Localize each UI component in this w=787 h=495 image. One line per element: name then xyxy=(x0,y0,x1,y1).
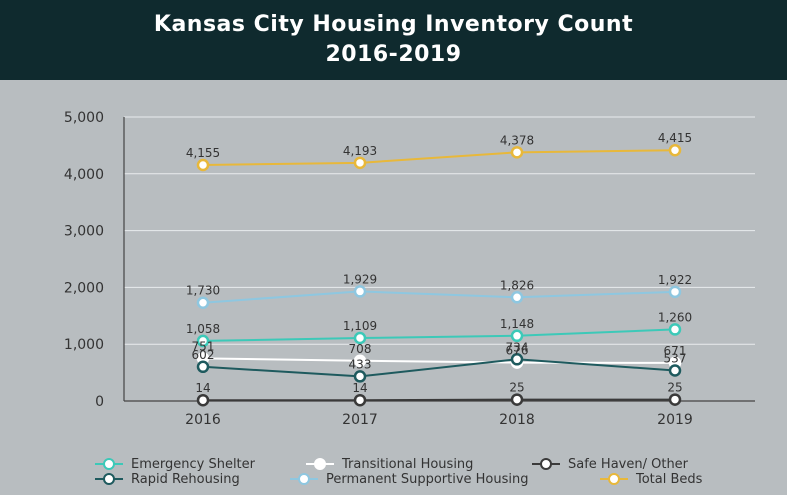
data-label: 602 xyxy=(192,348,215,362)
data-label: 1,148 xyxy=(500,317,534,331)
legend-item: Permanent Supportive Housing xyxy=(290,471,529,487)
legend-label: Rapid Rehousing xyxy=(131,471,240,487)
data-label: 1,058 xyxy=(186,322,220,336)
data-point xyxy=(353,285,367,298)
data-point xyxy=(510,393,524,406)
legend-swatch xyxy=(290,472,318,486)
y-tick-label: 0 xyxy=(95,394,104,410)
legend-item: Total Beds xyxy=(600,471,702,487)
legend-swatch xyxy=(306,457,334,471)
data-label: 1,260 xyxy=(658,310,692,324)
data-label: 1,929 xyxy=(343,272,377,286)
legend-label: Safe Haven/ Other xyxy=(568,456,689,472)
series-line xyxy=(202,357,676,364)
chart-title: Kansas City Housing Inventory Count xyxy=(153,12,634,37)
data-point xyxy=(668,364,682,377)
legend-label: Emergency Shelter xyxy=(131,456,255,472)
data-point xyxy=(510,146,524,159)
series-line xyxy=(202,358,676,378)
data-point xyxy=(668,393,682,406)
series-line xyxy=(202,149,676,166)
data-label: 1,922 xyxy=(658,273,692,287)
data-point xyxy=(353,370,367,383)
line-chart: 0 1,000 2,000 3,000 4,000 5,000 2016 2017 2018 20… xyxy=(64,110,755,428)
chart-legend: Emergency Shelter Transitional Housing Saf… xyxy=(0,452,787,492)
data-label: 4,193 xyxy=(343,144,377,158)
x-tick-label: 2018 xyxy=(499,412,535,428)
data-point xyxy=(196,360,210,374)
x-tick-label: 2019 xyxy=(657,412,693,428)
legend-item: Emergency Shelter xyxy=(95,456,255,472)
data-point xyxy=(196,296,210,309)
series-line xyxy=(202,290,676,304)
data-label: 1,826 xyxy=(500,278,534,292)
data-point xyxy=(510,353,524,366)
series-line xyxy=(202,328,676,342)
data-label: 537 xyxy=(664,351,687,365)
legend-item: Transitional Housing xyxy=(306,456,473,472)
data-point xyxy=(353,331,367,345)
data-label: 14 xyxy=(195,381,210,395)
legend-label: Total Beds xyxy=(636,471,703,487)
chart-subtitle: 2016-2019 xyxy=(325,42,462,67)
legend-swatch xyxy=(600,472,628,486)
data-point xyxy=(353,393,367,407)
y-tick-label: 1,000 xyxy=(64,337,104,353)
data-label: 1,109 xyxy=(343,319,377,333)
legend-label: Permanent Supportive Housing xyxy=(326,471,529,487)
data-point xyxy=(668,143,682,157)
series-line xyxy=(203,398,675,402)
data-label: 14 xyxy=(352,381,367,395)
data-point xyxy=(510,329,524,343)
legend-label: Transitional Housing xyxy=(342,456,474,472)
x-tick-label: 2017 xyxy=(342,412,378,428)
y-tick-label: 5,000 xyxy=(64,110,104,126)
data-label: 25 xyxy=(667,381,682,395)
data-label: 4,378 xyxy=(500,133,534,147)
data-point xyxy=(196,393,210,407)
data-label: 671 xyxy=(664,344,687,358)
data-label: 734 xyxy=(506,340,529,354)
legend-swatch xyxy=(532,457,560,471)
data-point xyxy=(510,291,524,304)
y-tick-label: 4,000 xyxy=(64,167,104,183)
data-point xyxy=(353,156,367,170)
data-point xyxy=(196,334,210,348)
data-label: 4,415 xyxy=(658,131,692,145)
data-label: 4,155 xyxy=(186,146,220,160)
chart-header: Kansas City Housing Inventory Count 2016… xyxy=(0,0,787,80)
data-label: 751 xyxy=(192,339,215,353)
legend-item: Safe Haven/ Other xyxy=(532,456,688,472)
y-tick-label: 2,000 xyxy=(64,280,104,296)
data-label: 433 xyxy=(349,357,372,371)
data-point xyxy=(196,158,210,172)
data-point xyxy=(353,354,367,368)
x-tick-label: 2016 xyxy=(185,412,221,428)
data-label: 676 xyxy=(506,344,529,358)
data-label: 708 xyxy=(349,342,372,356)
legend-item: Rapid Rehousing xyxy=(95,471,240,487)
data-label: 1,730 xyxy=(186,284,220,298)
data-point xyxy=(668,323,682,336)
y-tick-label: 3,000 xyxy=(64,224,104,240)
legend-swatch xyxy=(95,472,123,486)
legend-swatch xyxy=(95,457,123,471)
data-label: 25 xyxy=(509,381,524,395)
data-point xyxy=(668,285,682,299)
